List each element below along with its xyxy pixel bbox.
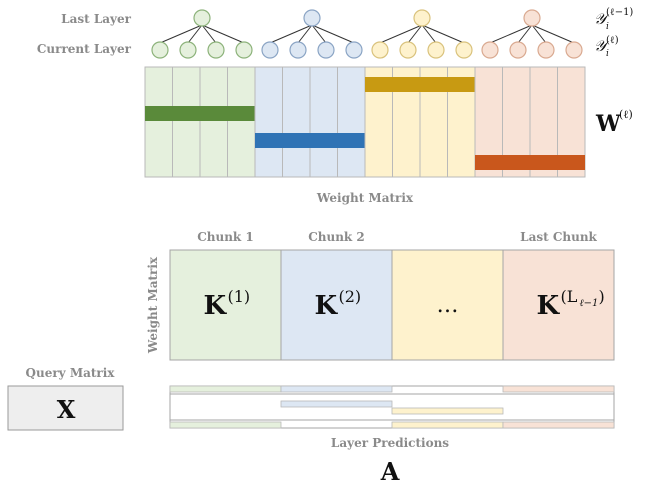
child-node bbox=[151, 41, 169, 59]
weight-row-highlight bbox=[365, 77, 475, 92]
node-trees bbox=[151, 9, 583, 59]
k-symbol: K bbox=[204, 291, 228, 321]
svg-text:i: i bbox=[606, 22, 609, 32]
child-node bbox=[317, 41, 335, 59]
weight-chunk-4 bbox=[474, 66, 586, 178]
layer-predictions-matrix bbox=[169, 385, 615, 429]
k-symbol: K bbox=[315, 291, 339, 321]
y-last-label: 𝒴 i (ℓ−1) bbox=[594, 7, 633, 32]
prediction-bottom-strip bbox=[169, 421, 282, 429]
weight-chunk-1 bbox=[144, 66, 256, 178]
tree-4 bbox=[481, 9, 583, 59]
child-node bbox=[481, 41, 499, 59]
tree-edge bbox=[421, 24, 465, 44]
parent-node bbox=[413, 9, 431, 27]
tree-edge bbox=[201, 24, 217, 44]
weight-chunk-2 bbox=[254, 66, 366, 178]
query-matrix-box bbox=[7, 385, 124, 431]
child-node bbox=[371, 41, 389, 59]
prediction-top-strip bbox=[502, 385, 615, 393]
child-node bbox=[565, 41, 583, 59]
child-node bbox=[261, 41, 279, 59]
weight-matrix-caption: Weight Matrix bbox=[316, 191, 414, 205]
child-node bbox=[537, 41, 555, 59]
k-superscript-end: ) bbox=[599, 287, 605, 306]
child-node bbox=[399, 41, 417, 59]
a-symbol: A bbox=[380, 457, 400, 486]
weight-row-highlight bbox=[475, 155, 585, 170]
chunk-3: … bbox=[391, 249, 504, 361]
ellipsis: … bbox=[437, 293, 459, 318]
chunk-block bbox=[280, 249, 393, 361]
child-node bbox=[509, 41, 527, 59]
k-superscript: (2) bbox=[339, 287, 362, 306]
tree-edge bbox=[407, 24, 423, 44]
prediction-top-strip bbox=[280, 385, 393, 393]
child-node bbox=[455, 41, 473, 59]
tree-edge bbox=[269, 24, 313, 44]
chunk-2: Chunk 2 K (2) bbox=[280, 230, 393, 361]
weight-matrix bbox=[144, 66, 586, 178]
prediction-bottom-strip bbox=[502, 421, 615, 429]
weight-row-highlight bbox=[145, 106, 255, 121]
w-symbol: W (ℓ) bbox=[595, 108, 633, 137]
parent-node bbox=[193, 9, 211, 27]
child-node bbox=[235, 41, 253, 59]
svg-text:(ℓ−1): (ℓ−1) bbox=[606, 7, 633, 18]
weight-matrix-vertical-label: Weight Matrix bbox=[146, 256, 160, 354]
tree-3 bbox=[371, 9, 473, 59]
k-superscript: (1) bbox=[228, 287, 251, 306]
tree-edge bbox=[489, 24, 533, 44]
k-symbol: K bbox=[537, 291, 561, 321]
tree-2 bbox=[261, 9, 363, 59]
child-node bbox=[427, 41, 445, 59]
prediction-top-strip bbox=[169, 385, 282, 393]
chunk-block bbox=[391, 249, 504, 361]
svg-text:i: i bbox=[606, 49, 609, 59]
tree-edge bbox=[531, 24, 547, 44]
svg-text:W: W bbox=[595, 111, 621, 137]
svg-text:(ℓ): (ℓ) bbox=[606, 35, 619, 46]
chunk-header: Last Chunk bbox=[520, 230, 597, 244]
parent-node bbox=[523, 9, 541, 27]
chunk-4: Last Chunk K (L ℓ−1) bbox=[502, 230, 615, 361]
tree-edge bbox=[379, 24, 423, 44]
chunk-header: Chunk 2 bbox=[308, 230, 365, 244]
parent-node bbox=[303, 9, 321, 27]
k-superscript: (L bbox=[561, 287, 578, 306]
tree-edge bbox=[311, 24, 355, 44]
k-superscript-sub: ℓ−1 bbox=[580, 298, 599, 309]
chunk-block bbox=[502, 249, 615, 361]
child-node bbox=[345, 41, 363, 59]
tree-edge bbox=[311, 24, 327, 44]
chunk-header: Chunk 1 bbox=[197, 230, 254, 244]
child-node bbox=[207, 41, 225, 59]
prediction-mid-strip bbox=[280, 400, 393, 408]
last-layer-label: Last Layer bbox=[61, 12, 132, 26]
query-matrix-label: Query Matrix bbox=[26, 366, 116, 380]
prediction-bottom-strip bbox=[391, 421, 504, 429]
x-symbol: X bbox=[57, 395, 76, 424]
prediction-mid-strip bbox=[391, 407, 504, 415]
chunk-1: Chunk 1 K (1) bbox=[169, 230, 282, 361]
layer-predictions-label: Layer Predictions bbox=[331, 436, 449, 450]
child-node bbox=[289, 41, 307, 59]
tree-edge bbox=[297, 24, 313, 44]
tree-1 bbox=[151, 9, 253, 59]
y-current-label: 𝒴 i (ℓ) bbox=[594, 35, 619, 59]
svg-text:(ℓ): (ℓ) bbox=[619, 108, 633, 121]
tree-edge bbox=[421, 24, 437, 44]
weight-chunk-3 bbox=[364, 66, 476, 178]
child-node bbox=[179, 41, 197, 59]
chunk-block bbox=[169, 249, 282, 361]
tree-edge bbox=[201, 24, 245, 44]
tree-edge bbox=[531, 24, 575, 44]
weight-row-highlight bbox=[255, 133, 365, 148]
tree-edge bbox=[517, 24, 533, 44]
tree-edge bbox=[187, 24, 203, 44]
tree-edge bbox=[159, 24, 203, 44]
current-layer-label: Current Layer bbox=[37, 42, 132, 56]
